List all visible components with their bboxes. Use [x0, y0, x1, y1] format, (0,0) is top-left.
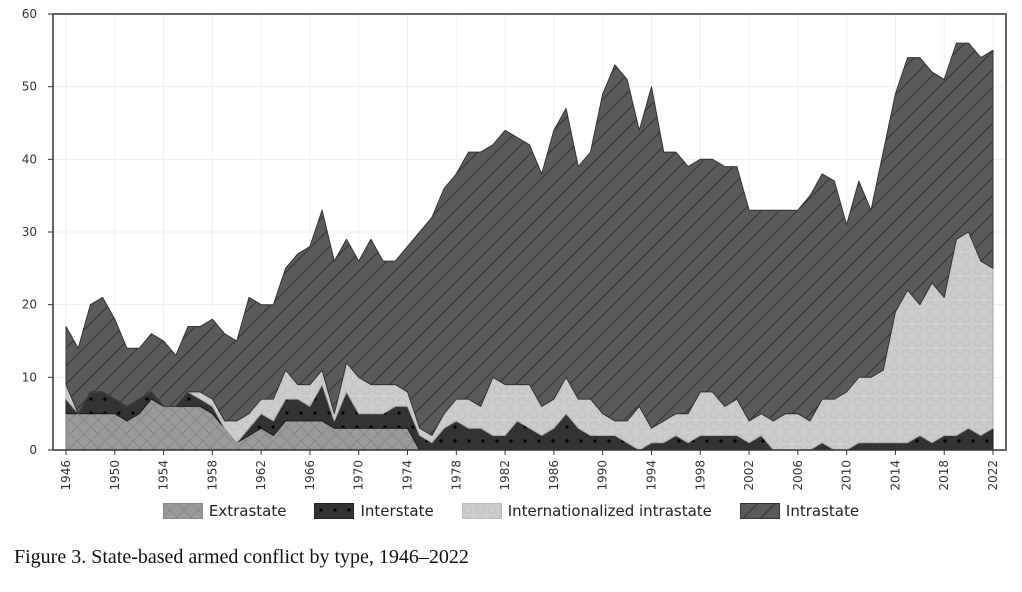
x-tick-label: 1990 — [596, 460, 610, 491]
x-tick-label: 1998 — [693, 460, 707, 491]
legend-label: Internationalized intrastate — [507, 502, 712, 520]
x-tick-label: 1982 — [498, 460, 512, 491]
legend-item-interstate: Interstate — [314, 502, 434, 520]
x-tick-label: 1974 — [401, 460, 415, 491]
y-tick-label: 40 — [22, 152, 37, 166]
x-tick-label: 1962 — [254, 460, 268, 491]
y-tick-label: 20 — [22, 298, 37, 312]
legend-label: Extrastate — [208, 502, 287, 520]
y-tick-label: 10 — [22, 370, 37, 384]
x-tick-label: 2014 — [888, 460, 902, 491]
x-tick-label: 1966 — [303, 460, 317, 491]
x-tick-label: 2002 — [742, 460, 756, 491]
extrastate-swatch — [162, 503, 203, 519]
legend-item-internationalized-intrastate: Internationalized intrastate — [461, 502, 712, 520]
y-tick-label: 0 — [29, 443, 37, 457]
legend-label: Interstate — [360, 502, 434, 520]
x-tick-label: 1986 — [547, 460, 561, 491]
intrastate-swatch — [739, 503, 780, 519]
figure-caption: Figure 3. State-based armed conflict by … — [14, 546, 469, 568]
y-axis-ticks: 0 10 20 30 40 50 60 — [22, 7, 53, 457]
x-tick-label: 1946 — [59, 460, 73, 491]
x-tick-label: 1954 — [157, 460, 171, 491]
y-tick-label: 50 — [22, 80, 37, 94]
series-areas — [65, 42, 994, 451]
y-tick-label: 60 — [22, 7, 37, 21]
legend-item-extrastate: Extrastate — [162, 502, 287, 520]
x-tick-label: 1978 — [449, 460, 463, 491]
legend-item-intrastate: Intrastate — [739, 502, 860, 520]
x-tick-label: 1950 — [108, 460, 122, 491]
x-tick-label: 2022 — [986, 460, 1000, 491]
legend: Extrastate Interstate Internationalized … — [0, 502, 1022, 520]
legend-label: Intrastate — [785, 502, 860, 520]
x-tick-label: 2006 — [791, 460, 805, 491]
x-tick-label: 1958 — [205, 460, 219, 491]
internationalized-intrastate-swatch — [461, 503, 502, 519]
x-tick-label: 2010 — [840, 460, 854, 491]
x-axis-ticks: 1946 1950 1954 1958 1962 1966 1970 1974 1978 1982… — [59, 450, 1000, 491]
y-tick-label: 30 — [22, 225, 37, 239]
area-intrastate — [65, 42, 994, 436]
x-tick-label: 1994 — [644, 460, 658, 491]
x-tick-label: 2018 — [937, 460, 951, 491]
x-tick-label: 1970 — [352, 460, 366, 491]
interstate-swatch — [314, 503, 355, 519]
